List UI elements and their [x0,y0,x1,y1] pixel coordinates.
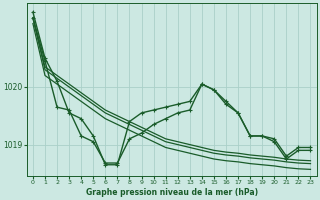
X-axis label: Graphe pression niveau de la mer (hPa): Graphe pression niveau de la mer (hPa) [86,188,258,197]
